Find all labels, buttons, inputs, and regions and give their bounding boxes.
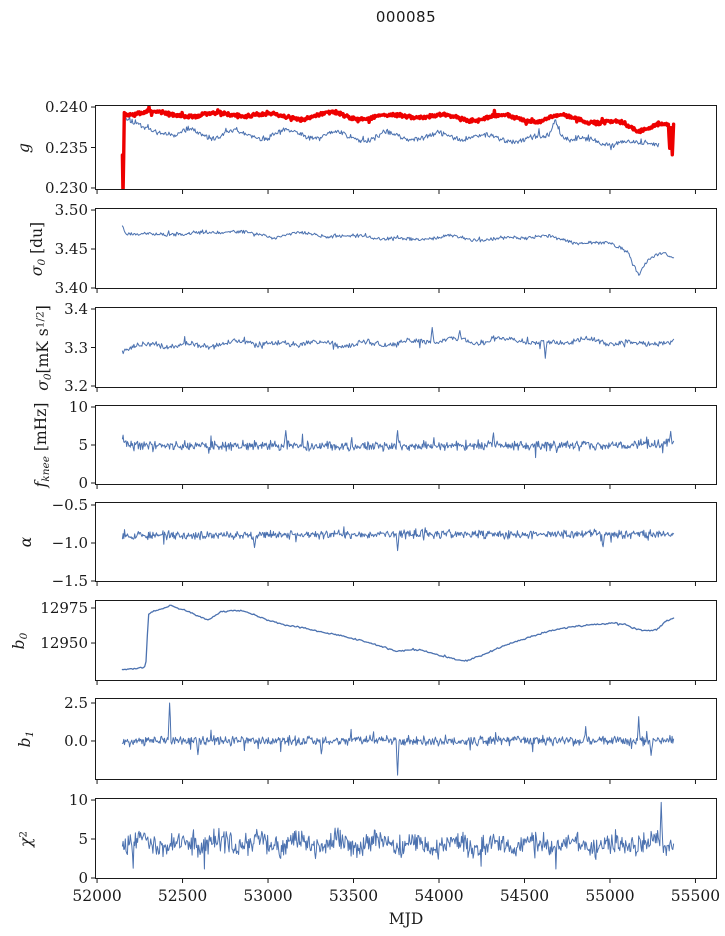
ylabel-chi2: χ2 [17,830,35,846]
ylabel-part: ] [34,304,53,311]
plot-border [95,208,717,289]
ylabel-part: knee [39,456,52,482]
x-tick-label: 52500 [157,887,208,905]
ylabel-sigma0_mK: σ0[mK s1/2] [34,305,54,391]
figure-title: 000085 [375,8,437,26]
x-tick-label: 53500 [328,887,379,905]
plot-border [95,502,717,582]
y-tick-label: 0.235 [45,138,88,157]
y-tick-label: 10 [68,791,88,810]
series-g-fit-line [123,115,660,151]
ylabel-b0: b0 [10,632,30,649]
ylabel-part: g [15,142,33,153]
y-tick-label: −0.5 [51,496,88,514]
x-tick-label: 53000 [243,887,293,905]
x-tick-label: 55000 [585,887,635,905]
y-tick-label: 0.230 [45,178,88,197]
y-tick-label: 3.45 [54,240,88,258]
ylabel-part: χ [17,837,35,847]
x-axis-label: MJD [388,910,424,928]
y-tick-label: 0 [78,474,88,492]
series-chi2-line [121,801,675,870]
panel-b0 [91,600,717,685]
y-tick-label: 2.5 [64,694,88,712]
panel-chi2 [91,798,717,883]
ylabel-part: [du] [28,221,47,259]
y-tick-label: −1.5 [51,571,88,590]
y-tick-label: 12950 [40,634,88,653]
plot-border [95,798,717,879]
y-tick-label: 0 [78,868,88,887]
ylabel-b1: b1 [16,731,36,748]
y-tick-label: 5 [78,436,88,454]
y-tick-label: 3.3 [64,338,88,357]
series-sigma0-du-line [121,225,675,276]
series-g-raw-line [120,105,676,190]
ylabel-part: b [10,638,29,649]
ylabel-part: α [17,536,35,548]
y-tick-label: 3.4 [64,300,88,318]
panel-g [91,105,717,194]
y-tick-label: 3.2 [64,376,88,395]
plot-border [95,600,717,681]
x-tick-label: 54500 [499,887,550,905]
series-f-knee-line [121,430,675,459]
series-sigma0-mK-line [121,326,675,359]
ylabel-alpha: α [17,537,35,547]
plot-border [95,307,717,388]
y-tick-label: 0.240 [45,98,88,117]
y-tick-label: 0.0 [64,731,88,750]
y-tick-label: 5 [78,830,88,848]
ylabel-part: 1/2 [34,310,47,328]
y-tick-label: −1.0 [51,533,88,552]
ylabel-part: [mK s [34,327,53,373]
y-tick-label: 3.50 [54,201,88,220]
ylabel-part: 0 [17,632,30,639]
ylabel-part: 2 [17,830,30,838]
y-tick-label: 3.40 [54,278,88,297]
panel-alpha [91,502,717,586]
panel-sigma0_du [91,208,717,293]
ylabel-part: [mHz] [32,402,51,457]
series-alpha-line [121,526,675,552]
x-tick-label: 54000 [414,887,464,905]
ylabel-sigma0_du: σ0 [du] [28,221,48,275]
x-tick-label: 55500 [670,887,721,905]
x-tick-label: 52000 [72,887,122,905]
panel-f_knee [91,405,717,489]
plot-border [95,405,717,485]
ylabel-part: 1 [23,730,36,738]
ylabel-part: σ [28,265,47,276]
series-b1-line [121,702,675,776]
panel-b1 [91,698,717,784]
ylabel-part: b [16,737,35,748]
y-tick-label: 12975 [40,598,88,617]
plot-border [95,698,717,780]
ylabel-f_knee: fknee [mHz] [32,403,52,488]
series-b0-line [121,604,675,671]
ylabel-part: f [32,481,51,488]
ylabel-part: 0 [35,258,48,266]
plot-border [95,105,717,190]
ylabel-g: g [15,143,33,153]
ylabel-part: σ [34,379,53,391]
ylabel-part: 0 [41,372,54,380]
panel-sigma0_mK [91,307,717,392]
y-tick-label: 10 [68,397,88,416]
